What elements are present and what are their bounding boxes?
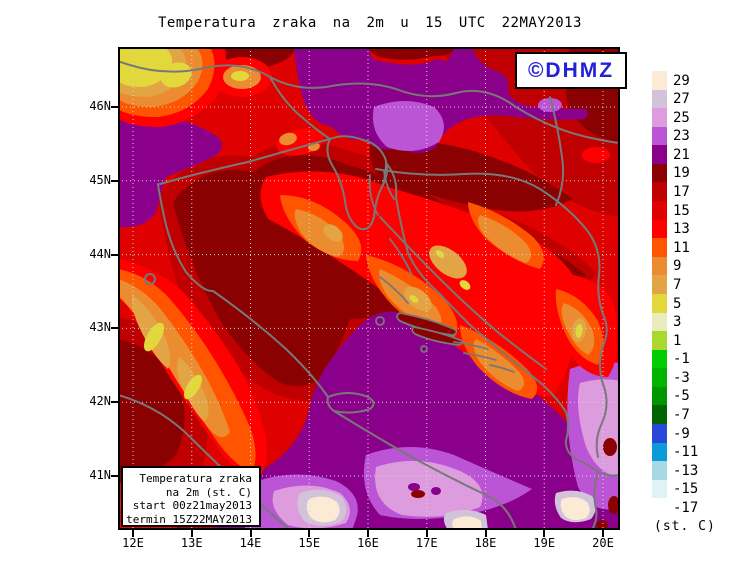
colorbar-swatch — [652, 145, 667, 164]
dhmz-watermark: ©DHMZ — [515, 52, 627, 89]
colorbar-label: 1 — [673, 332, 682, 349]
map-border-frame — [118, 47, 620, 530]
colorbar-label: 17 — [673, 183, 690, 200]
dhmz-label: ©DHMZ — [527, 58, 615, 82]
colorbar-swatch — [652, 313, 667, 331]
adriatic-islands — [368, 170, 515, 373]
colorbar-swatch — [652, 220, 667, 238]
lon-tick-label: 20E — [592, 536, 614, 550]
colorbar-swatch — [652, 182, 667, 201]
lat-tick-label: 46N — [89, 99, 111, 113]
colorbar-swatch — [652, 201, 667, 220]
colorbar-label: -9 — [673, 425, 690, 442]
colorbar-swatch — [652, 238, 667, 257]
lon-tick-label: 15E — [298, 536, 321, 550]
colorbar-label: 9 — [673, 258, 682, 274]
colorbar-label: -15 — [673, 481, 699, 497]
colorbar-swatch — [652, 127, 667, 145]
lon-tick-mark — [602, 530, 604, 537]
colorbar-swatch — [652, 443, 667, 461]
colorbar-label: 27 — [673, 91, 690, 107]
colorbar-label: -1 — [673, 351, 690, 367]
run-info-box: Temperatura zraka na 2m (st. C) start 00… — [121, 466, 261, 527]
colorbar-swatch — [652, 257, 667, 275]
run-info-line: termin 15Z22MAY2013 — [126, 512, 252, 526]
colorbar-swatch — [652, 461, 667, 480]
colorbar-label: -3 — [673, 369, 690, 386]
colorbar-label: 21 — [673, 146, 690, 163]
lon-tick-mark — [425, 530, 428, 537]
lon-tick-mark — [484, 530, 487, 537]
lon-tick-label: 14E — [239, 536, 262, 550]
lat-tick-label: 44N — [89, 246, 111, 261]
colorbar-swatch — [652, 71, 667, 90]
colorbar-label: 23 — [673, 128, 690, 144]
colorbar-swatch — [652, 275, 667, 294]
colorbar-swatch — [652, 331, 667, 350]
colorbar-label: 19 — [673, 165, 690, 181]
colorbar-swatch — [652, 480, 667, 498]
lat-tick-label: 42N — [89, 394, 111, 409]
run-info-line: Temperatura zraka — [139, 472, 252, 485]
lon-tick-label: 19E — [533, 536, 556, 550]
colorbar-swatch — [652, 368, 667, 387]
coastlines-borders — [118, 60, 620, 530]
colorbar-swatch — [652, 90, 667, 108]
lon-tick-mark — [367, 530, 369, 537]
colorbar-label: -7 — [673, 406, 690, 423]
lon-tick-mark — [132, 530, 134, 537]
lon-tick-label: 17E — [415, 536, 438, 550]
lon-tick-label: 16E — [357, 536, 379, 550]
run-info-line: start 00z21may2013 — [132, 499, 252, 512]
colorbar-label: -11 — [673, 444, 699, 460]
colorbar-swatch — [652, 294, 667, 313]
colorbar-label: 11 — [673, 239, 690, 256]
run-info-line: na 2m (st. C) — [165, 485, 252, 499]
colorbar-swatch — [652, 387, 667, 405]
colorbar-swatch — [652, 350, 667, 368]
lat-tick-label: 41N — [89, 468, 111, 482]
lon-tick-label: 18E — [474, 536, 497, 550]
colorbar-label: 13 — [673, 221, 690, 237]
colorbar-swatch — [652, 108, 667, 127]
lon-tick-mark — [190, 530, 193, 537]
colorbar-swatch — [652, 498, 667, 517]
map-frame: Temperatura zraka na 2m (st. C) start 00… — [118, 47, 627, 530]
colorbar-label: 3 — [673, 314, 682, 330]
colorbar: 29 27 25 23 21 19 17 15 13 11 9 7 5 3 1 -1 -3 -5 -7 -9 -11 -1… — [652, 71, 740, 518]
lon-tick-label: 12E — [122, 536, 144, 550]
page-title: Temperatura zraka na 2m u 15 UTC 22MAY20… — [157, 15, 582, 31]
colorbar-label: 5 — [673, 295, 682, 312]
colorbar-label: 15 — [673, 202, 690, 219]
lon-tick-label: 13E — [180, 536, 203, 550]
colorbar-label: 25 — [673, 109, 690, 126]
lon-tick-mark — [543, 530, 546, 537]
colorbar-swatch — [652, 164, 667, 182]
temp-fill-regions — [118, 47, 620, 530]
colorbar-label: 7 — [673, 276, 682, 293]
colorbar-label: -5 — [673, 388, 690, 404]
colorbar-label: 29 — [673, 72, 690, 89]
colorbar-unit-label: (st. C) — [654, 519, 716, 534]
map-canvas — [118, 47, 620, 530]
colorbar-swatch — [652, 405, 667, 424]
lat-tick-label: 43N — [89, 320, 111, 335]
lon-tick-mark — [308, 530, 311, 537]
colorbar-label: -13 — [673, 462, 699, 479]
lat-tick-label: 45N — [89, 172, 111, 187]
lon-tick-mark — [249, 530, 252, 537]
colorbar-label: -17 — [673, 499, 699, 516]
colorbar-swatch — [652, 424, 667, 443]
